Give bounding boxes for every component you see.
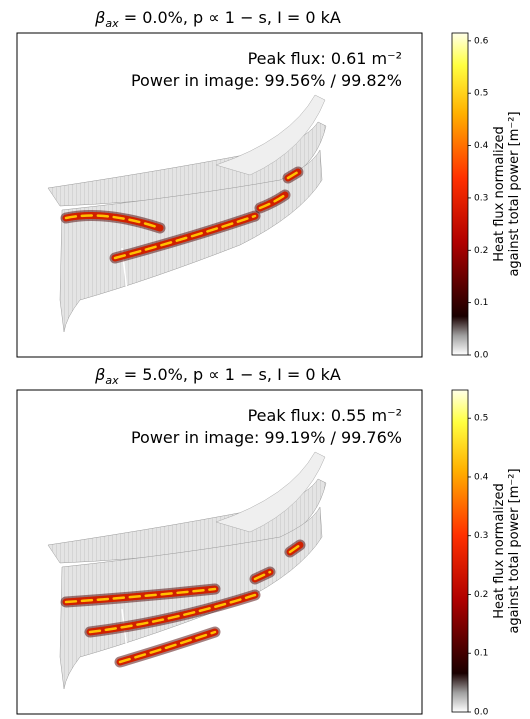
colorbar-label: against total power [m⁻²] <box>507 111 522 276</box>
flux-streak-core <box>113 214 257 260</box>
colorbar-label: against total power [m⁻²] <box>507 468 522 633</box>
panel: βax = 0.0%, p ∝ 1 − s, I = 0 kA Peak flux… <box>16 8 522 361</box>
divertor-outer <box>215 94 326 176</box>
peak-flux: Peak flux: 0.61 m⁻² <box>248 49 402 68</box>
divertor-lower <box>59 506 323 690</box>
colorbar <box>451 389 469 713</box>
title-symbol: β <box>94 8 105 27</box>
title-symbol: β <box>94 365 105 384</box>
peak-flux: Peak flux: 0.55 m⁻² <box>248 406 402 425</box>
colorbar <box>451 32 469 356</box>
flux-streak-core <box>288 543 302 554</box>
flux-streak-core <box>253 570 272 581</box>
power-in-image: Power in image: 99.56% / 99.82% <box>131 71 402 90</box>
colorbar-tick-label: 0.4 <box>474 472 489 482</box>
flux-streak-core <box>88 593 257 634</box>
flux-streak-core <box>118 630 217 664</box>
colorbar-tick-label: 0.1 <box>474 298 488 308</box>
colorbar-tick-label: 0.1 <box>474 649 488 659</box>
flux-streak-core <box>64 587 217 604</box>
colorbar-tick-label: 0.6 <box>474 36 489 46</box>
colorbar-tick-label: 0.3 <box>474 193 488 203</box>
flux-streak-core <box>258 193 287 210</box>
colorbar-tick-label: 0.2 <box>474 590 488 600</box>
panel-title: βax = 5.0%, p ∝ 1 − s, I = 0 kA <box>94 365 341 387</box>
title-subscript: ax <box>105 374 119 387</box>
title-subscript: ax <box>105 17 119 30</box>
title-rest: = 5.0%, p ∝ 1 − s, I = 0 kA <box>119 365 341 384</box>
title-rest: = 0.0%, p ∝ 1 − s, I = 0 kA <box>119 8 341 27</box>
divertor-outer <box>215 451 326 533</box>
colorbar-tick-label: 0.0 <box>474 351 489 361</box>
colorbar-label: Heat flux normalized <box>492 483 507 618</box>
panel: βax = 5.0%, p ∝ 1 − s, I = 0 kA Peak flux… <box>16 365 522 718</box>
colorbar-tick-label: 0.3 <box>474 531 488 541</box>
power-in-image: Power in image: 99.19% / 99.76% <box>131 428 402 447</box>
colorbar-tick-label: 0.5 <box>474 414 488 424</box>
colorbar-tick-label: 0.0 <box>474 708 489 716</box>
flux-streak-core <box>286 170 300 180</box>
colorbar-label: Heat flux normalized <box>492 126 507 261</box>
flux-streak-core <box>64 214 162 230</box>
colorbar-tick-label: 0.2 <box>474 246 488 256</box>
colorbar-tick-label: 0.5 <box>474 89 488 99</box>
colorbar-tick-label: 0.4 <box>474 141 489 151</box>
panel-title: βax = 0.0%, p ∝ 1 − s, I = 0 kA <box>94 8 341 30</box>
